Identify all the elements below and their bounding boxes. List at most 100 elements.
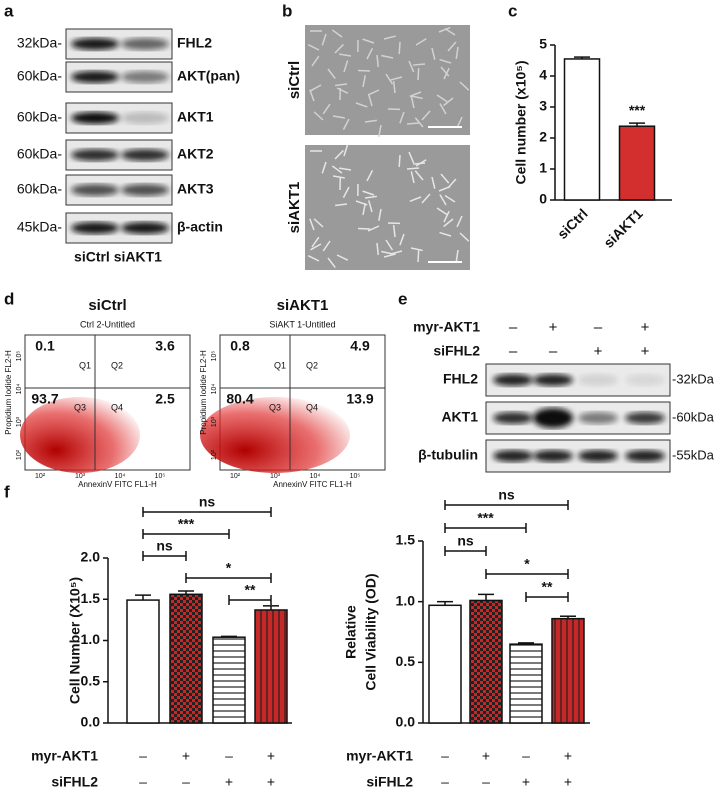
cell — [415, 38, 427, 46]
cell — [439, 103, 447, 115]
cell — [321, 33, 327, 46]
blot-band — [71, 222, 119, 234]
protein-label: AKT(pan) — [177, 68, 240, 84]
condition-sign: + — [182, 748, 190, 764]
cell — [339, 53, 352, 57]
y-tick-label: 1.5 — [396, 532, 416, 548]
y-tick: 10⁴ — [211, 384, 218, 395]
condition-sign: – — [182, 774, 190, 790]
quadrant-name: Q1 — [274, 360, 286, 370]
blot-band — [578, 412, 618, 424]
condition-sign: + — [594, 343, 603, 360]
cell — [322, 240, 331, 252]
bar — [563, 58, 601, 201]
y-axis-label: Cell Viability (OD) — [363, 573, 379, 690]
cell — [385, 73, 394, 85]
y-tick-label: 0.5 — [81, 672, 101, 688]
cell — [342, 186, 350, 198]
protein-label: FHL2 — [177, 35, 212, 51]
bracket-label: *** — [178, 516, 195, 532]
error-bar — [135, 594, 151, 601]
quadrant-name: Q2 — [111, 360, 123, 370]
bar — [254, 609, 288, 724]
bar — [212, 636, 246, 724]
cell — [439, 231, 452, 237]
quadrant-value: 93.7 — [31, 391, 58, 407]
cell — [310, 243, 322, 251]
condition-sign: – — [549, 343, 558, 360]
bar — [618, 125, 656, 201]
y-tick: 10³ — [211, 416, 218, 427]
cell — [376, 54, 379, 68]
panel-label: f — [4, 482, 10, 501]
bracket-label: ns — [199, 494, 216, 510]
panel-label: e — [398, 289, 407, 308]
blot-band — [533, 450, 573, 462]
protein-label: AKT1 — [441, 409, 478, 425]
cell — [322, 103, 331, 115]
cell — [455, 249, 459, 262]
x-label: AnnexinV FITC FL1-H — [78, 480, 157, 489]
cell — [385, 239, 394, 251]
panel-label: d — [4, 289, 14, 308]
size-label: -55kDa — [672, 447, 715, 462]
y-tick: 10³ — [16, 416, 23, 427]
bracket-label: ns — [156, 538, 173, 554]
blot-band — [625, 450, 665, 462]
cell — [311, 236, 320, 248]
cell — [332, 115, 345, 119]
panel-label: a — [4, 1, 14, 20]
cell — [367, 89, 380, 96]
condition-sign: + — [641, 319, 650, 336]
condition-name: siFHL2 — [51, 774, 98, 790]
bracket-label: ns — [498, 487, 515, 503]
condition-name: myr-AKT1 — [413, 319, 480, 335]
y-tick-label: 0.0 — [396, 714, 416, 730]
image-label: siCtrl — [286, 61, 303, 99]
panel-label: c — [508, 1, 517, 20]
y-tick-label: 1.5 — [81, 590, 101, 606]
protein-label: β-tubulin — [418, 447, 478, 463]
y-tick: 10⁵ — [16, 351, 23, 362]
y-tick-label: 5 — [539, 36, 547, 52]
cell — [331, 29, 343, 38]
y-tick: 10⁵ — [211, 351, 218, 362]
y-tick: 10⁴ — [16, 384, 23, 395]
blot-band — [493, 412, 533, 424]
cell — [399, 111, 405, 124]
cell — [334, 149, 344, 160]
cell — [381, 54, 394, 59]
protein-label: AKT1 — [177, 109, 214, 125]
cell — [431, 176, 436, 189]
cell — [431, 47, 436, 60]
cell — [367, 94, 373, 107]
cell — [409, 196, 422, 203]
condition-sign: + — [267, 774, 275, 790]
cell — [414, 170, 424, 181]
y-label: Propidium Iodide FL2-H — [4, 350, 13, 435]
cell — [421, 110, 431, 121]
cell — [313, 218, 324, 228]
cell — [440, 173, 450, 184]
error-bar — [629, 122, 645, 127]
blot-band — [121, 149, 169, 161]
bracket-label: *** — [477, 510, 494, 526]
cell — [447, 178, 457, 189]
cell — [307, 43, 320, 51]
error-bar — [518, 642, 534, 645]
cell — [366, 47, 374, 60]
blot-band — [578, 450, 618, 462]
blot-band — [71, 184, 119, 196]
cell — [321, 161, 327, 174]
flow-title: siCtrl — [88, 297, 126, 314]
cell — [366, 169, 374, 182]
x-tick-label: siCtrl — [554, 205, 591, 242]
cell — [436, 94, 448, 103]
bracket-label: ns — [457, 533, 474, 549]
y-tick-label: 0 — [539, 191, 547, 207]
condition-name: siFHL2 — [366, 774, 413, 790]
y-tick: 10² — [211, 449, 218, 460]
cell — [313, 111, 324, 121]
cell — [364, 119, 377, 123]
